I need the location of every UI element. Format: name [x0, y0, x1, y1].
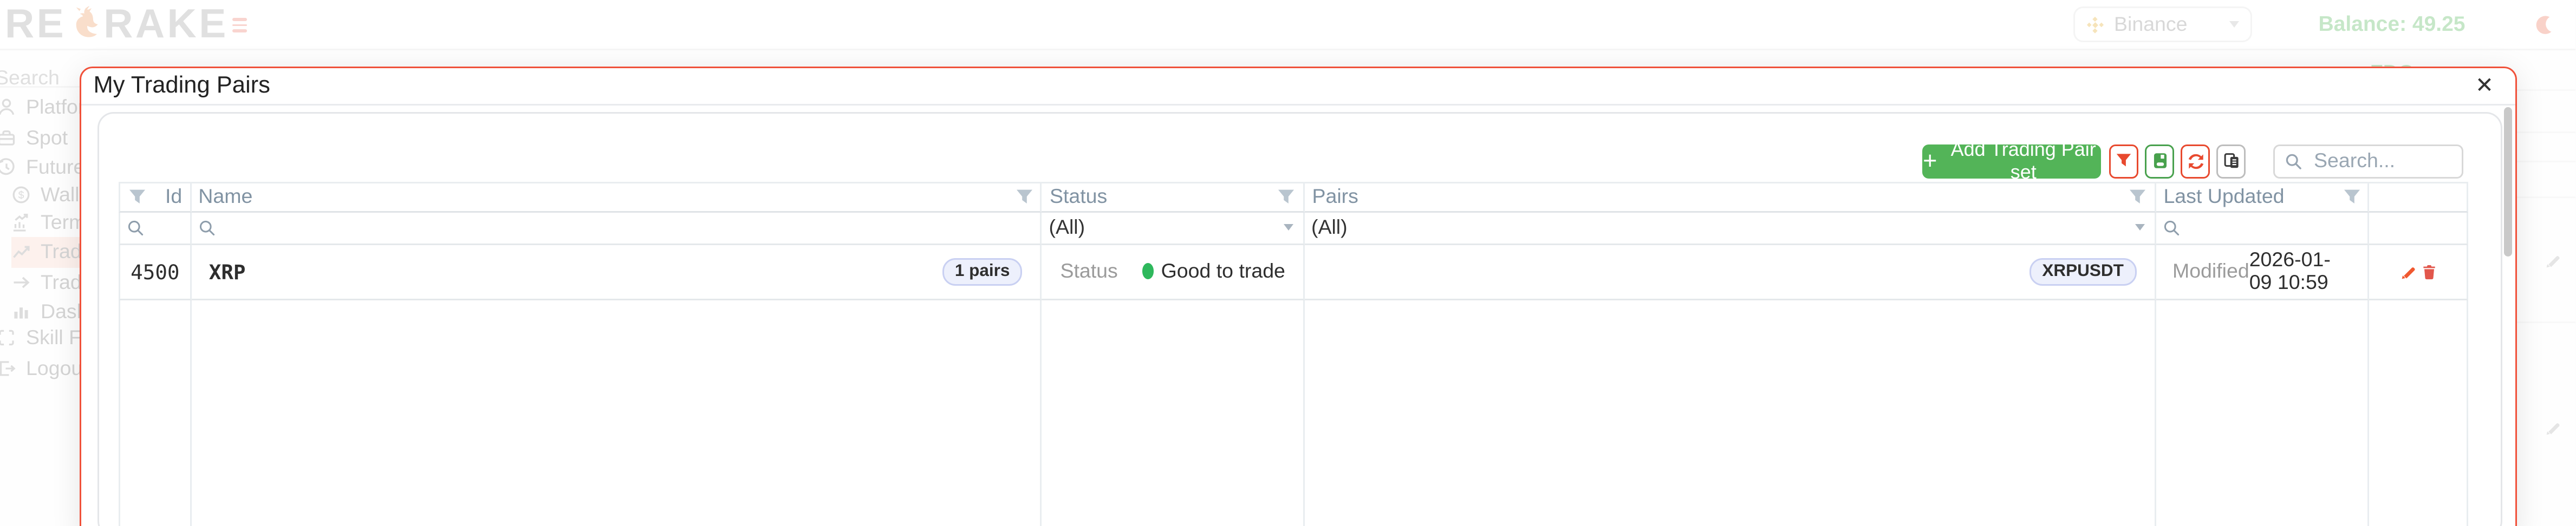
updated-value: 2026-01-09 10:59: [2249, 248, 2331, 294]
header-status[interactable]: Status: [1042, 183, 1305, 213]
table-empty-area: [119, 299, 2468, 526]
plus-icon: +: [1923, 147, 1937, 175]
cell-status: Status Good to trade: [1042, 245, 1305, 300]
search-input[interactable]: [2311, 148, 2453, 175]
filter-funnel-icon[interactable]: [1016, 188, 1033, 206]
search-icon: [198, 219, 216, 237]
filter-funnel-icon[interactable]: [128, 188, 146, 206]
delete-trash-icon[interactable]: [2421, 262, 2437, 280]
search-icon: [2285, 153, 2302, 170]
add-trading-pair-set-button[interactable]: + Add Trading Pair set: [1923, 139, 2102, 184]
search-icon: [2163, 219, 2181, 237]
column-chooser-icon: [2222, 152, 2240, 171]
filter-funnel-icon[interactable]: [2129, 188, 2147, 206]
cell-actions: [2370, 245, 2468, 300]
export-excel-icon: [2151, 152, 2169, 171]
filter-pairs-select[interactable]: (All): [1304, 212, 2156, 245]
cell-pairs: XRPUSDT: [1304, 245, 2156, 300]
chevron-down-icon: [2135, 225, 2145, 232]
refresh-icon: [2187, 153, 2204, 170]
filter-funnel-icon[interactable]: [1278, 188, 1296, 206]
filter-builder-button[interactable]: [2110, 144, 2139, 179]
header-actions: [2370, 183, 2468, 213]
table-header-row: Id Name Status Pairs Last: [119, 181, 2468, 213]
cell-last-updated: Modified 2026-01-09 10:59: [2156, 245, 2370, 300]
pair-set-name: XRP: [209, 259, 246, 284]
header-id[interactable]: Id: [119, 183, 191, 213]
table-row[interactable]: 4500 XRP 1 pairs Status Good to trade: [119, 245, 2468, 300]
table-filter-row: (All) (All): [119, 212, 2468, 245]
status-dot: [1141, 264, 1153, 280]
export-excel-button[interactable]: [2145, 144, 2175, 179]
header-pairs[interactable]: Pairs: [1304, 183, 2156, 213]
trading-pairs-table: Id Name Status Pairs Last: [119, 181, 2468, 526]
status-value: Good to trade: [1161, 260, 1285, 283]
my-trading-pairs-modal: My Trading Pairs ✕ + Add Trading Pair se…: [80, 66, 2517, 526]
filter-funnel-icon[interactable]: [2343, 188, 2361, 206]
modal-header: My Trading Pairs ✕: [81, 68, 2515, 106]
pair-symbol-badge: XRPUSDT: [2029, 257, 2137, 286]
filter-actions: [2370, 212, 2468, 245]
trading-pairs-card: + Add Trading Pair set: [97, 112, 2503, 526]
header-last-updated[interactable]: Last Updated: [2156, 183, 2370, 213]
grid-toolbar: + Add Trading Pair set: [1923, 139, 2464, 184]
refresh-button[interactable]: [2181, 144, 2210, 179]
modal-scrollbar-thumb[interactable]: [2503, 107, 2512, 257]
filter-status-select[interactable]: (All): [1042, 212, 1305, 245]
modal-title: My Trading Pairs: [93, 73, 270, 99]
edit-pencil-icon[interactable]: [2399, 264, 2416, 280]
filter-last-updated[interactable]: [2156, 212, 2370, 245]
column-chooser-button[interactable]: [2216, 144, 2246, 179]
close-icon[interactable]: ✕: [2475, 73, 2494, 97]
cell-name: XRP 1 pairs: [191, 245, 1043, 300]
cell-id: 4500: [119, 245, 191, 300]
search-icon: [127, 219, 145, 237]
grid-search: [2273, 144, 2464, 179]
filter-icon: [2116, 153, 2132, 169]
filter-id[interactable]: [119, 212, 191, 245]
header-name[interactable]: Name: [191, 183, 1043, 213]
filter-name[interactable]: [191, 212, 1043, 245]
chevron-down-icon: [1283, 225, 1293, 232]
pairs-count-badge: 1 pairs: [941, 257, 1023, 286]
